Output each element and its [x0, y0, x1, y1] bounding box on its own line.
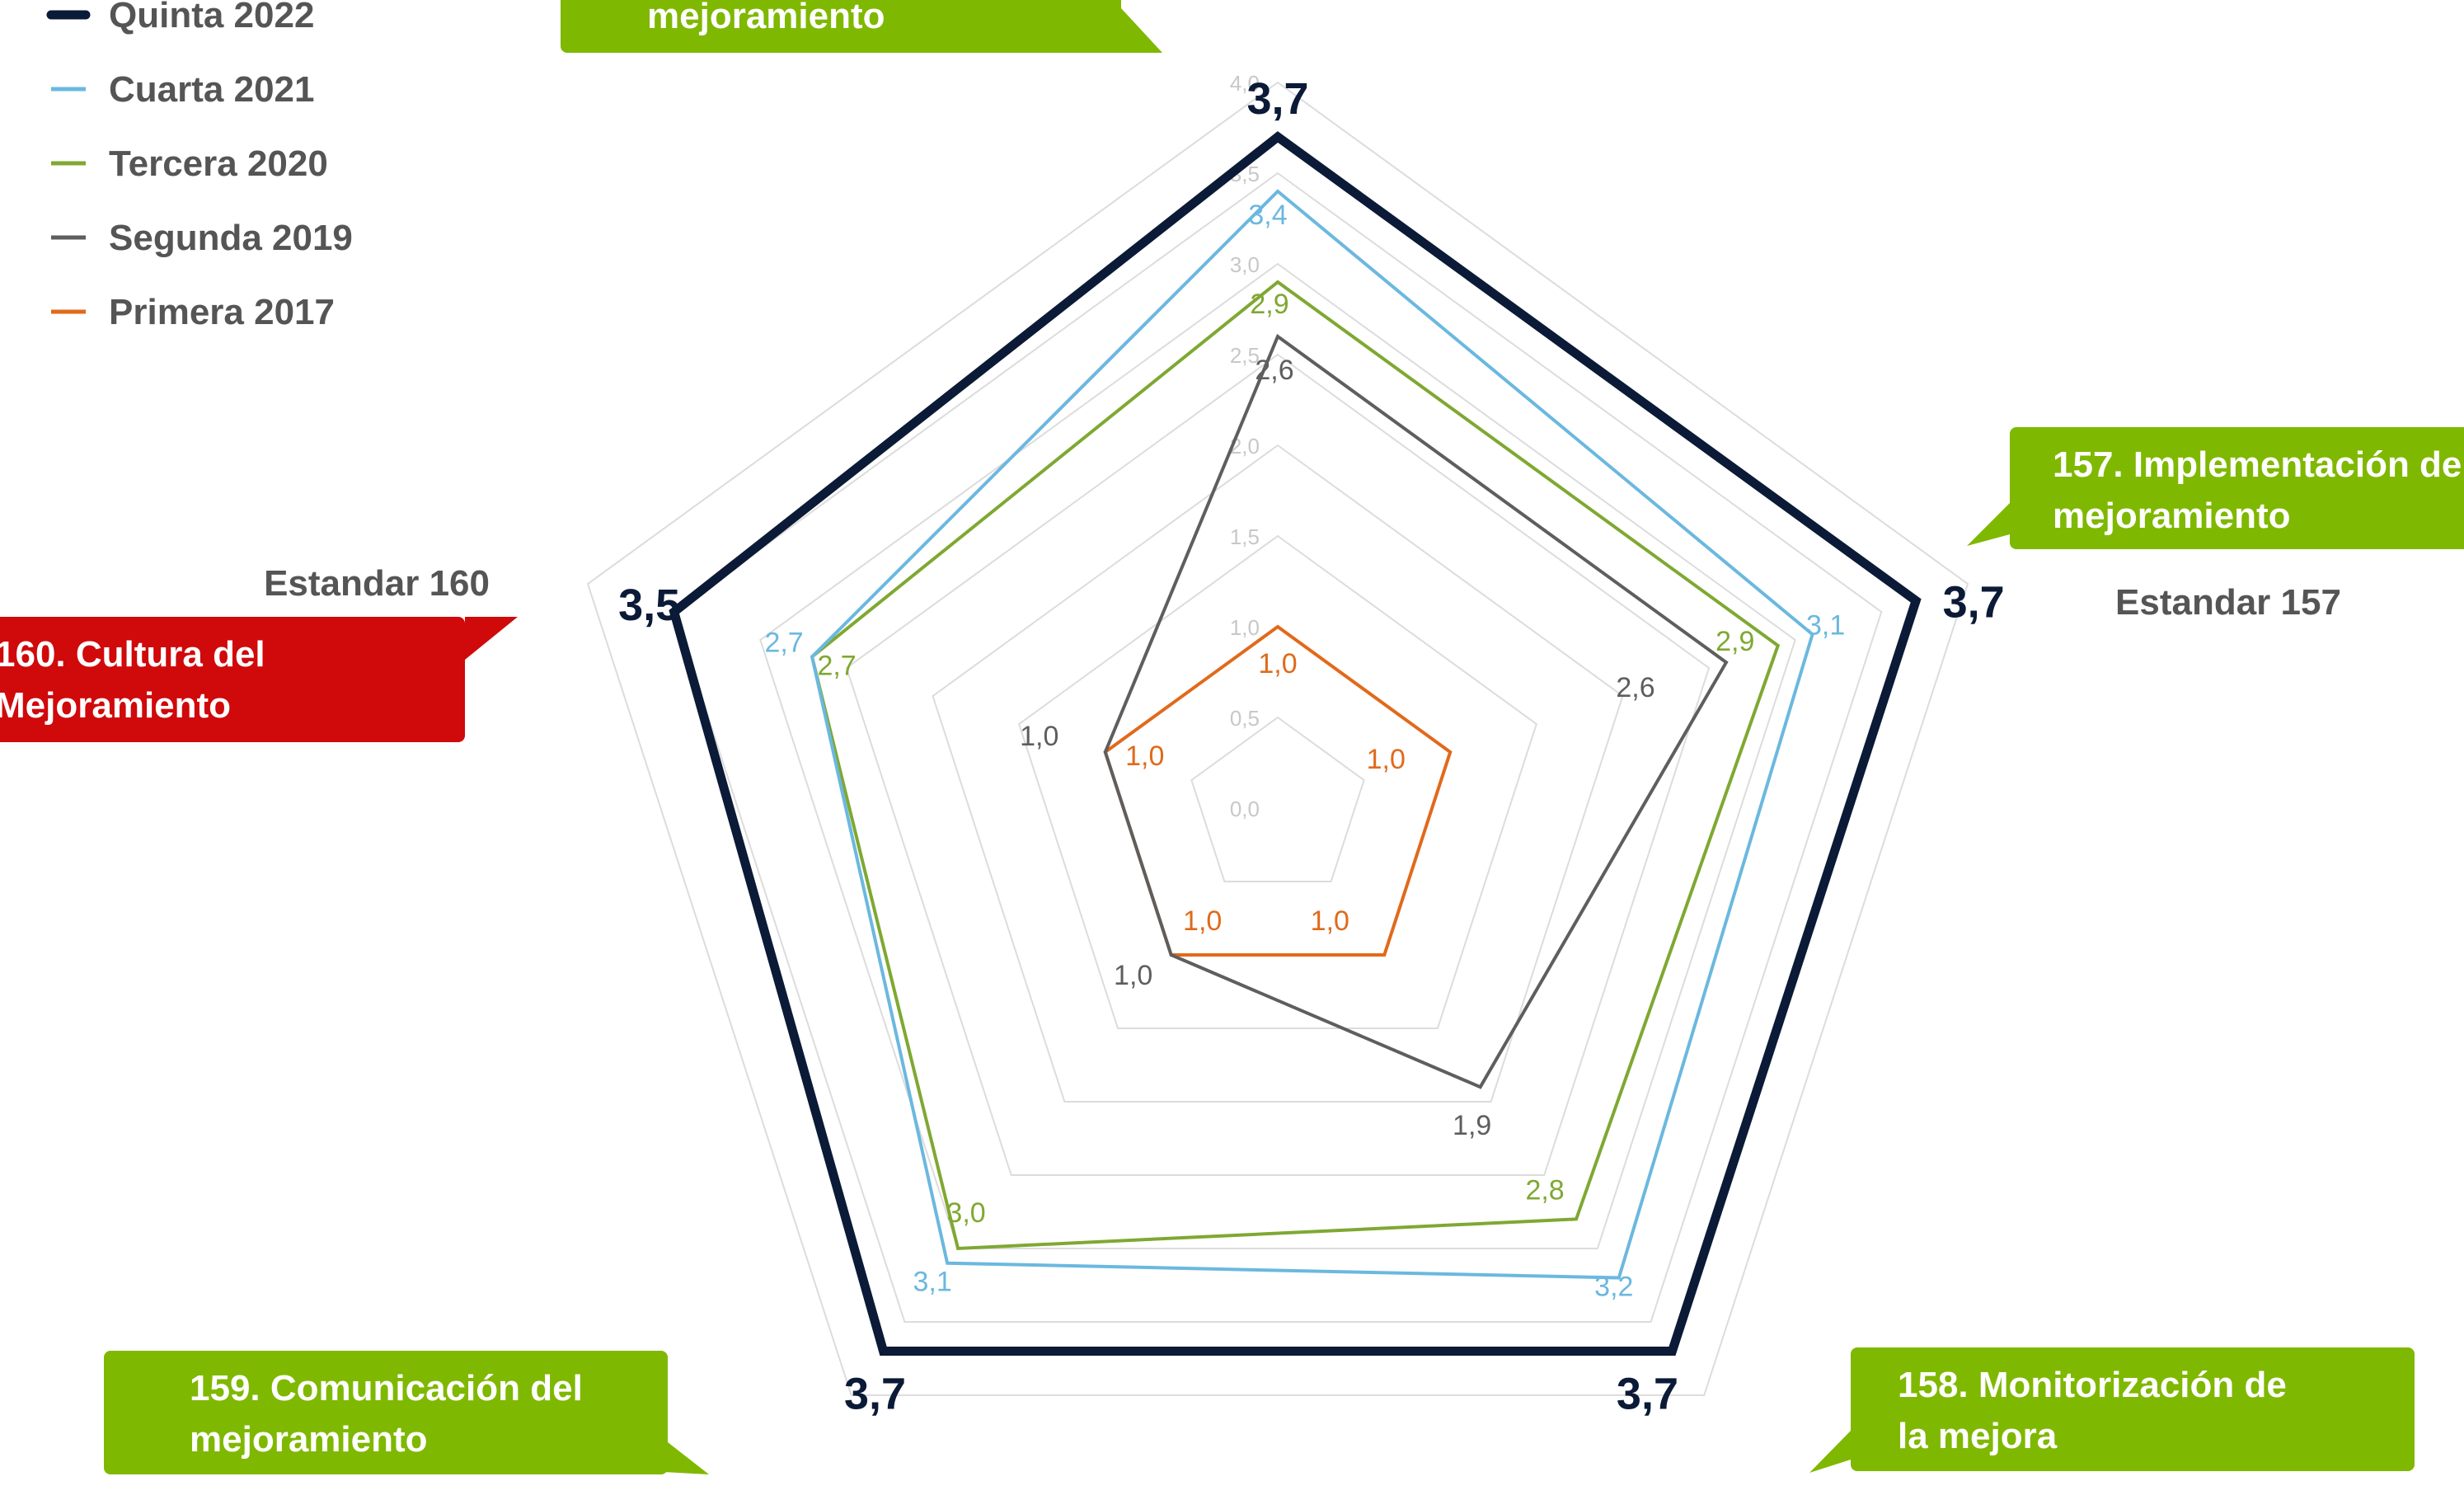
series-layer [669, 131, 1922, 1357]
data-label: 2,6 [1616, 672, 1654, 703]
callout-std160-box [0, 617, 465, 742]
tick-label: 1,0 [1230, 615, 1260, 640]
data-label: 1,0 [1367, 744, 1406, 775]
callout-top-box [561, 0, 1121, 53]
grid-ring [1190, 716, 1365, 882]
legend-entry: Cuarta 2021 [109, 69, 314, 110]
data-label: 2,9 [1250, 289, 1288, 320]
callout-std159-text: 159. Comunicación del [190, 1368, 583, 1408]
callout-std159-box [104, 1351, 668, 1474]
tick-label: 2,5 [1230, 343, 1260, 368]
data-label: 3,4 [1248, 200, 1287, 231]
series-cuarta-2021 [810, 189, 1814, 1280]
callout-std158-box [1851, 1347, 2415, 1471]
data-label: 3,7 [1943, 577, 2005, 627]
data-label: 2,7 [764, 627, 803, 658]
data-label: 3,0 [946, 1197, 985, 1229]
callout-top-tail [1055, 8, 1162, 53]
series-quinta-2022 [669, 131, 1922, 1357]
callout-top-text: mejoramiento [647, 0, 885, 36]
callout-std157-text: 157. Implementación de [2053, 444, 2462, 485]
data-label: 3,1 [913, 1267, 951, 1298]
standard-160-label: Estandar 160 [264, 563, 490, 604]
series-primera-2017 [1103, 624, 1453, 957]
callout-std159-text: mejoramiento [190, 1419, 428, 1460]
data-labels: 3,7 3,7 3,7 3,7 3,5 3,4 3,1 3,2 3,1 2,7 2,9 2,9 2,8 3… [618, 74, 2005, 1419]
tick-label: 1,5 [1230, 524, 1260, 549]
grid-ring [1017, 534, 1538, 1029]
data-label: 2,9 [1715, 626, 1754, 657]
callout-std157-text: mejoramiento [2053, 496, 2291, 536]
data-label: 3,5 [618, 581, 680, 630]
callout-std157-tail [1967, 503, 2010, 546]
standard-157-label: Estandar 157 [2115, 582, 2341, 623]
callout-std158-text: la mejora [1898, 1416, 2058, 1456]
tick-label: 3,0 [1230, 252, 1260, 277]
callout-std160-text: 160. Cultura del [0, 634, 265, 675]
data-label: 3,2 [1594, 1272, 1633, 1303]
callout-std157-box [2010, 427, 2464, 549]
callout-std160-text: Mejoramiento [0, 685, 231, 726]
grid-ring [586, 81, 1969, 1396]
callout-std158-text: 158. Monitorización de [1898, 1365, 2287, 1405]
legend-entry: Tercera 2020 [109, 143, 328, 184]
data-label: 1,0 [1020, 721, 1058, 752]
data-label: 2,7 [817, 650, 856, 681]
standard-labels: Estandar 157 Estandar 160 [264, 563, 2341, 623]
data-label: 3,7 [1617, 1370, 1678, 1419]
tick-label: 0,5 [1230, 706, 1260, 731]
legend-entry: Primera 2017 [109, 292, 335, 332]
callout-std160-tail [465, 617, 518, 660]
data-label: 1,9 [1453, 1110, 1491, 1141]
series-tercera-2020 [810, 280, 1781, 1251]
tick-label: 0,0 [1230, 797, 1260, 821]
radar-grid: 0,00,51,01,52,02,53,03,54,0 [586, 71, 1969, 1396]
legend-entry: Segunda 2019 [109, 218, 353, 258]
data-label: 2,8 [1525, 1174, 1564, 1206]
data-label: 3,1 [1806, 609, 1845, 641]
data-label: 1,0 [1125, 741, 1164, 772]
legend-entry: Quinta 2022 [109, 0, 314, 35]
callout-std159-tail [664, 1439, 709, 1474]
callout-std158-tail [1809, 1431, 1851, 1473]
grid-ring [932, 444, 1624, 1103]
data-label: 2,6 [1255, 355, 1293, 386]
data-label: 1,0 [1311, 905, 1349, 937]
data-label: 3,7 [844, 1370, 906, 1419]
data-label: 1,0 [1258, 648, 1297, 679]
legend: Quinta 2022 Cuarta 2021 Tercera 2020 Segund… [46, 0, 353, 332]
tick-label: 4,0 [1230, 71, 1260, 96]
series-segunda-2019 [1103, 333, 1729, 1089]
data-label: 3,7 [1246, 74, 1308, 124]
grid-ring [845, 353, 1711, 1176]
data-label: 1,0 [1114, 960, 1152, 991]
grid-ring [759, 262, 1796, 1249]
grid-ring [673, 172, 1883, 1323]
data-label: 1,0 [1183, 905, 1222, 937]
